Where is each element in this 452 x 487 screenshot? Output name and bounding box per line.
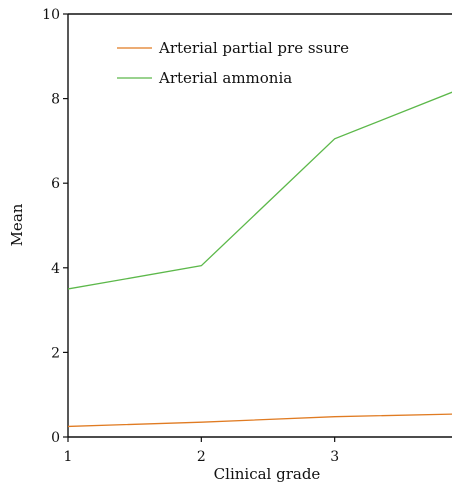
axes bbox=[67, 13, 452, 438]
legend: Arterial partial pre ssure Arterial ammon… bbox=[117, 39, 349, 87]
y-tick-label: 10 bbox=[42, 7, 60, 23]
legend-label: Arterial partial pre ssure bbox=[158, 39, 349, 57]
series-lines bbox=[68, 91, 452, 428]
series-line-arterial-ammonia bbox=[68, 91, 452, 290]
x-tick-label: 2 bbox=[197, 449, 206, 465]
x-axis-label: Clinical grade bbox=[214, 465, 321, 483]
series-line-arterial-partial-pressure bbox=[68, 413, 452, 428]
y-tick-label: 0 bbox=[51, 430, 60, 446]
y-tick-label: 4 bbox=[51, 261, 60, 277]
x-tick-label: 1 bbox=[64, 449, 73, 465]
y-tick-label: 6 bbox=[51, 176, 60, 192]
y-tick-label: 8 bbox=[51, 92, 60, 108]
x-tick-label: 3 bbox=[330, 449, 339, 465]
y-tick-label: 2 bbox=[51, 345, 60, 361]
legend-label: Arterial ammonia bbox=[158, 69, 292, 87]
y-axis-label: Mean bbox=[8, 203, 26, 246]
